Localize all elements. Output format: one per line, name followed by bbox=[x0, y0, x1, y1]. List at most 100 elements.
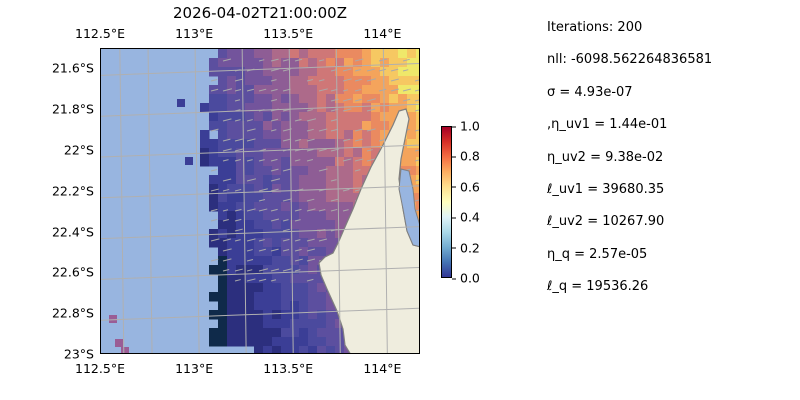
field-cell bbox=[326, 85, 336, 95]
field-cell bbox=[236, 319, 246, 329]
field-cell bbox=[371, 112, 381, 122]
field-cell bbox=[236, 292, 246, 302]
field-cell bbox=[416, 85, 419, 95]
field-cell bbox=[353, 184, 363, 194]
vector-arrow bbox=[282, 238, 290, 242]
vector-arrow bbox=[342, 78, 352, 82]
vector-arrow bbox=[318, 79, 325, 82]
vector-arrow bbox=[234, 119, 241, 122]
field-cell bbox=[272, 139, 282, 149]
field-cell bbox=[272, 112, 282, 122]
field-cell bbox=[263, 139, 273, 149]
map-canvas bbox=[101, 49, 419, 353]
field-cell bbox=[335, 175, 345, 185]
field-cell bbox=[218, 220, 228, 230]
field-cell bbox=[407, 94, 417, 104]
vector-arrow bbox=[222, 58, 232, 62]
field-cell bbox=[371, 67, 381, 77]
vector-arrow bbox=[318, 128, 328, 132]
field-cell bbox=[227, 76, 237, 86]
field-cell bbox=[177, 99, 185, 107]
vector-arrow bbox=[222, 88, 233, 92]
field-cell bbox=[227, 247, 237, 257]
vector-arrow bbox=[282, 198, 292, 202]
field-cell bbox=[209, 112, 219, 122]
field-cell bbox=[236, 58, 246, 68]
field-cell bbox=[272, 337, 282, 347]
field-cell bbox=[398, 76, 408, 86]
field-cell bbox=[290, 337, 300, 347]
field-cell bbox=[362, 157, 372, 167]
field-cell bbox=[254, 49, 264, 59]
field-cell bbox=[299, 220, 309, 230]
field-cell bbox=[380, 76, 390, 86]
field-cell bbox=[263, 229, 273, 239]
field-cell bbox=[254, 175, 264, 185]
field-cell bbox=[209, 238, 219, 248]
vector-arrow bbox=[354, 138, 363, 142]
field-cell bbox=[263, 49, 273, 59]
field-cell bbox=[281, 274, 291, 284]
field-cell bbox=[407, 67, 417, 77]
field-cell bbox=[245, 211, 255, 221]
field-cell bbox=[335, 58, 345, 68]
field-cell bbox=[272, 247, 282, 257]
field-cell bbox=[335, 121, 345, 131]
field-cell bbox=[326, 238, 336, 248]
vector-arrow bbox=[414, 79, 419, 82]
field-cell bbox=[380, 67, 390, 77]
vector-arrow bbox=[246, 269, 253, 272]
field-cell bbox=[227, 58, 237, 68]
colorbar bbox=[441, 126, 452, 278]
field-cell bbox=[326, 67, 336, 77]
field-cell bbox=[416, 157, 419, 167]
vector-arrow bbox=[330, 118, 338, 122]
field-cell bbox=[290, 121, 300, 131]
field-cell bbox=[371, 103, 381, 113]
field-cell bbox=[389, 67, 399, 77]
field-cell bbox=[299, 112, 309, 122]
field-cell bbox=[272, 103, 282, 113]
field-cell bbox=[362, 148, 372, 158]
vector-arrow bbox=[366, 128, 376, 132]
field-cell bbox=[218, 283, 228, 293]
field-cell bbox=[263, 85, 273, 95]
stat-line: ℓ_q = 19536.26 bbox=[547, 279, 649, 295]
stats-panel: Iterations: 200 nll: -6098.562264836581 σ … bbox=[547, 18, 712, 310]
field-cell bbox=[299, 274, 309, 284]
field-cell bbox=[299, 328, 309, 338]
vector-arrow bbox=[210, 188, 219, 192]
field-cell bbox=[254, 67, 264, 77]
field-cell bbox=[371, 130, 381, 140]
vector-arrow bbox=[222, 248, 232, 252]
field-cell bbox=[326, 337, 336, 347]
field-cell bbox=[245, 319, 255, 329]
field-cell bbox=[362, 130, 372, 140]
vector-arrow bbox=[210, 78, 218, 82]
meridian-line bbox=[288, 49, 294, 353]
field-cell bbox=[362, 166, 372, 176]
vector-arrow bbox=[342, 138, 351, 142]
field-cell bbox=[335, 85, 345, 95]
field-cell bbox=[308, 346, 318, 353]
field-cell bbox=[362, 76, 372, 86]
field-cell bbox=[218, 265, 228, 275]
field-cell bbox=[236, 166, 246, 176]
vector-arrow bbox=[222, 238, 232, 242]
field-cell bbox=[245, 301, 255, 311]
field-cell bbox=[326, 130, 336, 140]
field-cell bbox=[308, 211, 318, 221]
field-cell bbox=[263, 346, 273, 353]
field-cell bbox=[281, 301, 291, 311]
field-cell bbox=[218, 85, 228, 95]
field-cell bbox=[281, 49, 291, 59]
field-cell bbox=[317, 130, 327, 140]
field-cell bbox=[281, 211, 291, 221]
field-cell bbox=[290, 274, 300, 284]
field-cell bbox=[344, 175, 354, 185]
field-cell bbox=[290, 265, 300, 275]
field-cell bbox=[326, 112, 336, 122]
vector-arrow bbox=[306, 118, 317, 122]
field-cell bbox=[254, 148, 264, 158]
field-cell bbox=[218, 67, 228, 77]
